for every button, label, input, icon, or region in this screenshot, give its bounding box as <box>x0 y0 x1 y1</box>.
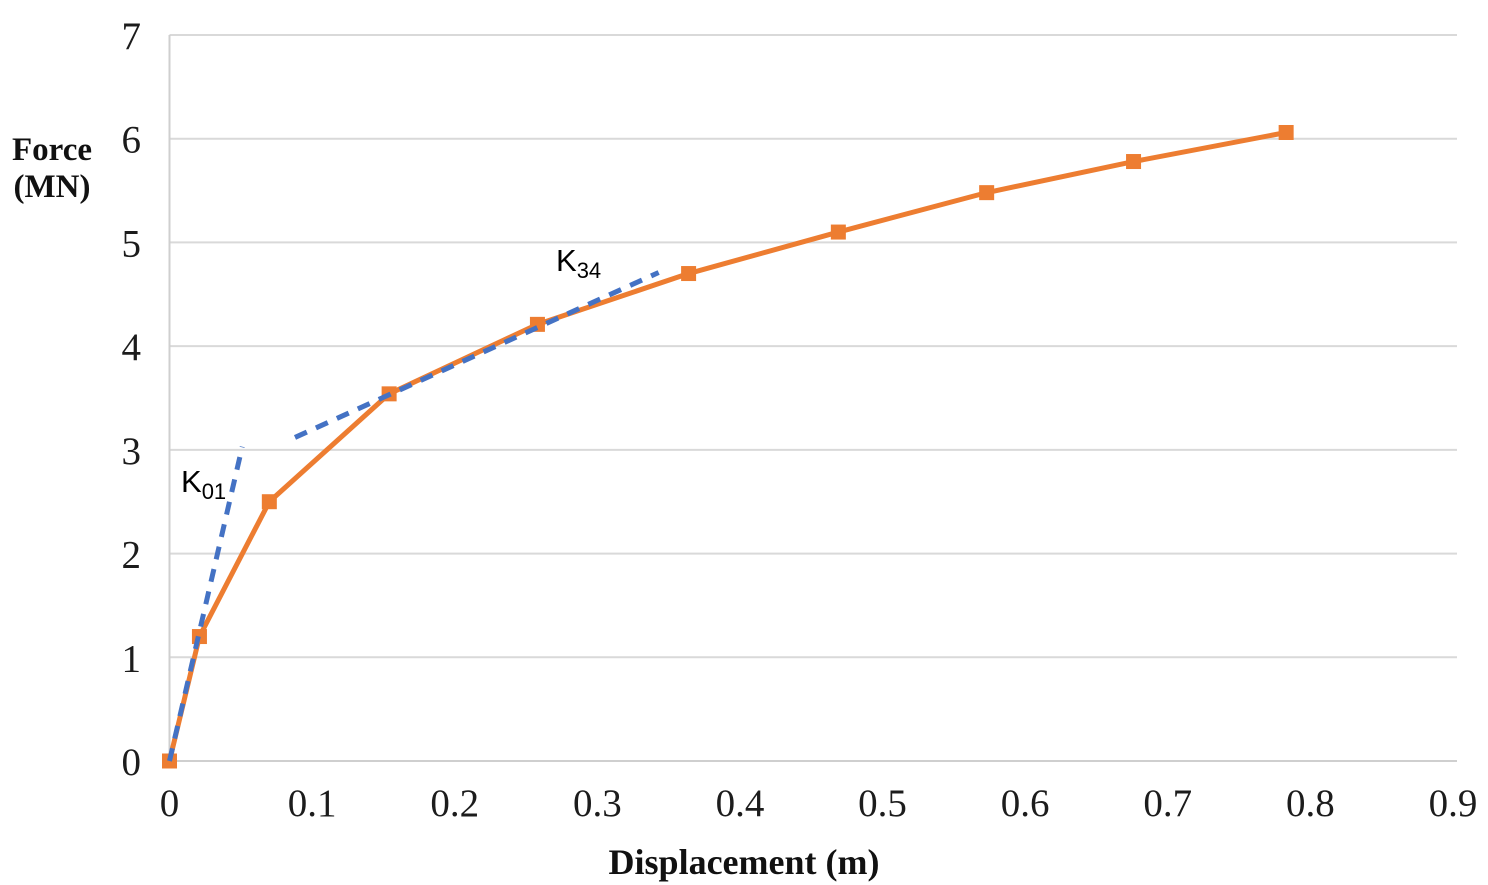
data-point-marker <box>1278 124 1294 140</box>
x-tick-label: 0.9 <box>1429 782 1478 825</box>
annotation-label-k34-main: K <box>556 243 577 278</box>
x-tick-label: 0 <box>160 782 180 825</box>
data-point-marker <box>261 494 277 510</box>
x-tick-label: 0.5 <box>858 782 907 825</box>
y-tick-label: 3 <box>122 430 142 473</box>
y-tick-label: 5 <box>122 222 142 265</box>
y-tick-label: 4 <box>122 326 142 369</box>
y-tick-label: 0 <box>122 741 142 784</box>
annotation-label-k34-sub: 34 <box>576 258 602 283</box>
data-point-marker <box>1126 154 1142 170</box>
data-point-marker <box>979 185 995 201</box>
x-tick-label: 0.3 <box>573 782 622 825</box>
data-point-marker <box>681 266 697 282</box>
annotation-label-k01-main: K <box>181 464 202 499</box>
data-point-marker <box>830 224 846 240</box>
y-axis-title-line2: (MN) <box>13 169 91 205</box>
series-line <box>167 129 1289 764</box>
y-axis-title: Force (MN) <box>5 132 99 206</box>
annotation-label-k01: K01 <box>181 466 226 507</box>
x-tick-label: 0.1 <box>288 782 337 825</box>
y-axis-title-line1: Force <box>11 132 92 168</box>
x-tick-label: 0.8 <box>1286 782 1335 825</box>
annotation-dashed-line-01 <box>167 446 245 762</box>
y-tick-label: 1 <box>122 637 142 680</box>
x-tick-label: 0.6 <box>1001 782 1050 825</box>
annotation-dashed-line-34 <box>293 270 660 440</box>
y-tick-label: 7 <box>122 15 142 58</box>
x-axis-title: Displacement (m) <box>608 842 880 882</box>
x-tick-label: 0.2 <box>430 782 479 825</box>
x-tick-label: 0.4 <box>716 782 765 825</box>
y-tick-label: 2 <box>122 534 142 577</box>
x-tick-label: 0.7 <box>1143 782 1192 825</box>
annotation-label-k01-sub: 01 <box>201 479 227 504</box>
annotation-label-k34: K34 <box>556 245 601 286</box>
y-tick-label: 6 <box>122 119 142 162</box>
